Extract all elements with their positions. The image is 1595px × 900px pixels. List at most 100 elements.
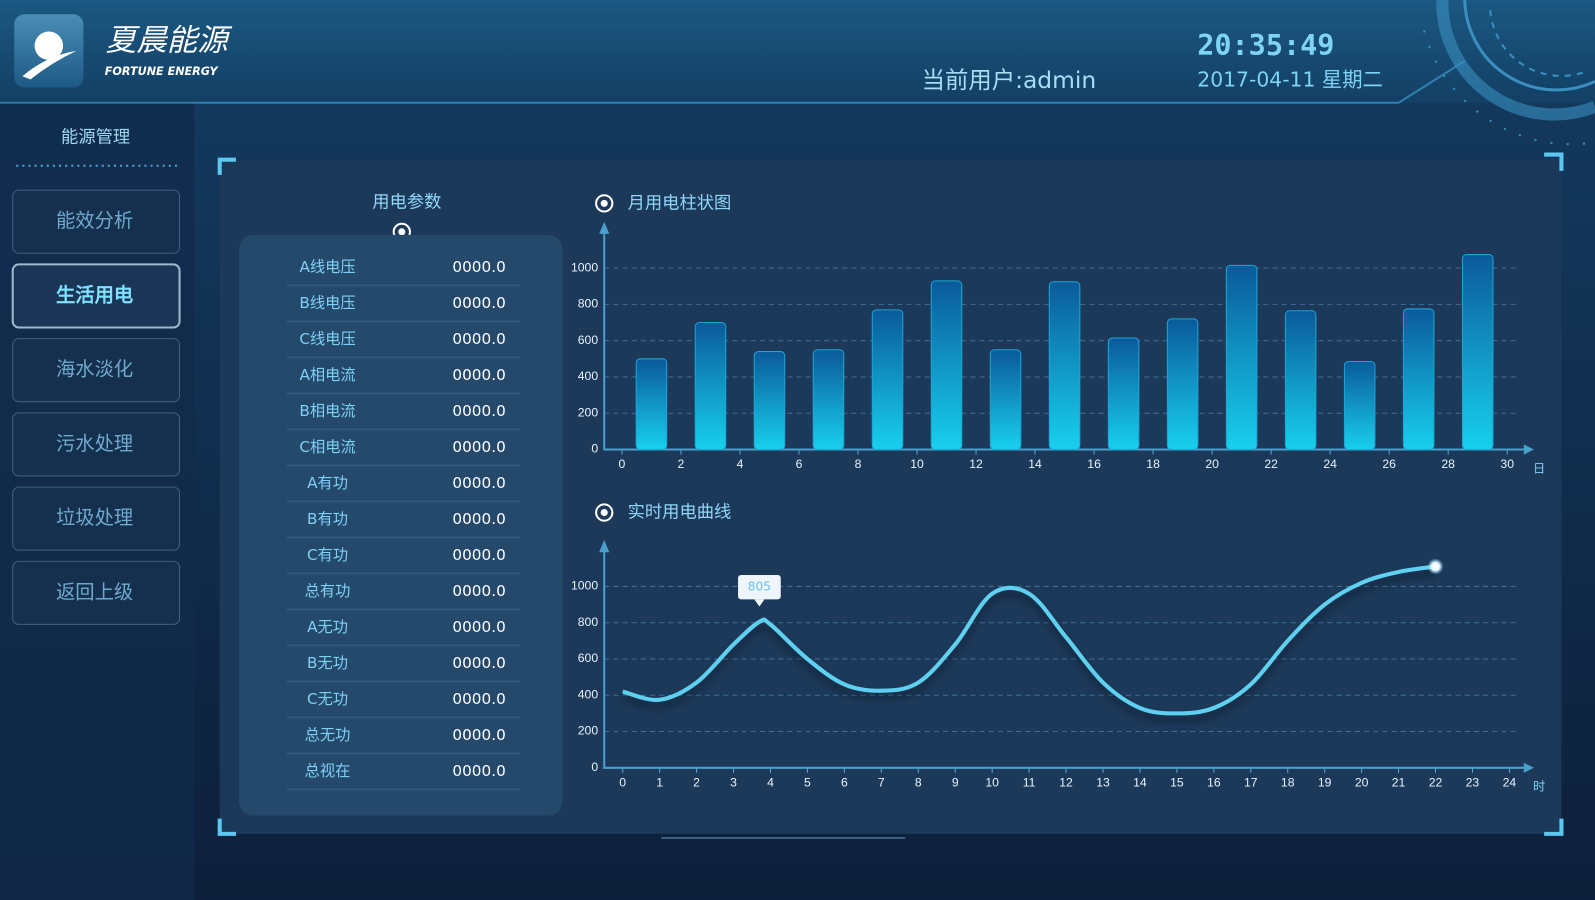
menu-item-label: 返回上级 bbox=[56, 580, 133, 603]
param-value: 0000.0 bbox=[452, 402, 505, 420]
bar bbox=[635, 358, 668, 451]
param-label: B有功 bbox=[307, 510, 348, 528]
y-tick-label: 600 bbox=[578, 333, 599, 347]
tooltip bbox=[738, 575, 781, 600]
menu-item[interactable] bbox=[12, 560, 181, 625]
param-label: C有功 bbox=[307, 546, 348, 564]
x-tick-label: 14 bbox=[1028, 457, 1042, 471]
gauge-decoration bbox=[1423, 0, 1595, 146]
x-tick-label: 18 bbox=[1146, 457, 1160, 471]
menu-item[interactable] bbox=[12, 486, 181, 551]
x-tick-label: 13 bbox=[1096, 775, 1110, 789]
bar bbox=[1402, 308, 1435, 450]
param-value: 0000.0 bbox=[452, 330, 505, 348]
y-arrow bbox=[599, 540, 610, 553]
param-label: B无功 bbox=[307, 654, 348, 672]
x-tick-label: 4 bbox=[767, 775, 774, 789]
param-label: A有功 bbox=[307, 474, 348, 492]
top-bar bbox=[0, 0, 1595, 103]
x-tick-label: 7 bbox=[878, 775, 885, 789]
x-axis-label: 时 bbox=[1533, 780, 1545, 794]
x-tick-label: 10 bbox=[985, 775, 999, 789]
x-tick-label: 12 bbox=[969, 457, 983, 471]
x-tick-label: 9 bbox=[952, 775, 959, 789]
x-tick-label: 0 bbox=[619, 775, 626, 789]
menu-item-label: 污水处理 bbox=[56, 432, 133, 455]
y-tick-label: 400 bbox=[578, 369, 599, 383]
x-tick-label: 10 bbox=[910, 457, 924, 471]
param-label: A相电流 bbox=[299, 366, 355, 384]
y-tick-label: 800 bbox=[578, 297, 599, 311]
chart-title: 月用电柱状图 bbox=[628, 193, 732, 213]
y-tick-label: 0 bbox=[591, 442, 598, 456]
x-tick-label: 14 bbox=[1133, 775, 1147, 789]
param-value: 0000.0 bbox=[452, 654, 505, 672]
bar bbox=[989, 349, 1022, 450]
params-title: 用电参数 bbox=[372, 192, 441, 212]
x-tick-label: 19 bbox=[1318, 775, 1332, 789]
menu-item[interactable] bbox=[12, 412, 181, 477]
sidebar-title: 能源管理 bbox=[61, 127, 130, 147]
params-icon-dot bbox=[398, 228, 406, 236]
x-tick-label: 22 bbox=[1264, 457, 1278, 471]
x-tick-label: 16 bbox=[1207, 775, 1221, 789]
logo-wave bbox=[22, 50, 77, 80]
chart-title: 实时用电曲线 bbox=[628, 503, 732, 523]
x-tick-label: 30 bbox=[1500, 457, 1514, 471]
x-tick-label: 6 bbox=[841, 775, 848, 789]
x-tick-label: 11 bbox=[1023, 775, 1036, 789]
param-value: 0000.0 bbox=[452, 366, 505, 384]
params-rows: A线电压 0000.0 B线电压 0000.0 C线电压 0000.0 A相电流 0000.0… bbox=[286, 258, 521, 790]
x-tick-label: 4 bbox=[737, 457, 744, 471]
bar bbox=[1343, 361, 1376, 450]
param-label: C线电压 bbox=[299, 330, 355, 348]
param-label: A线电压 bbox=[299, 258, 355, 276]
y-tick-label: 0 bbox=[591, 760, 598, 774]
y-tick-label: 800 bbox=[578, 615, 599, 629]
bar bbox=[812, 349, 845, 450]
x-tick-label: 24 bbox=[1323, 457, 1337, 471]
param-value: 0000.0 bbox=[452, 762, 505, 780]
x-tick-label: 6 bbox=[796, 457, 803, 471]
corner-brackets bbox=[217, 152, 1564, 836]
date: 2017-04-11 星期二 bbox=[1197, 67, 1383, 91]
param-value: 0000.0 bbox=[452, 726, 505, 744]
bar bbox=[930, 280, 963, 450]
x-tick-label: 12 bbox=[1059, 775, 1073, 789]
line bbox=[622, 564, 1436, 716]
y-tick-label: 200 bbox=[578, 405, 599, 419]
x-arrow bbox=[1523, 444, 1534, 455]
x-tick-label: 23 bbox=[1466, 775, 1480, 789]
brand-en: FORTUNE ENERGY bbox=[105, 65, 220, 78]
x-tick-label: 20 bbox=[1355, 775, 1369, 789]
params-table bbox=[239, 234, 563, 816]
x-tick-label: 28 bbox=[1441, 457, 1455, 471]
menu-item[interactable] bbox=[12, 189, 181, 254]
x-arrow bbox=[1523, 762, 1534, 773]
title-icon-dot bbox=[600, 199, 608, 207]
y-tick-label: 1000 bbox=[571, 260, 598, 274]
line-end bbox=[1427, 558, 1444, 575]
param-label: 总有功 bbox=[305, 582, 351, 600]
x-tick-label: 8 bbox=[855, 457, 862, 471]
param-value: 0000.0 bbox=[452, 582, 505, 600]
x-tick-label: 26 bbox=[1382, 457, 1396, 471]
menu-item[interactable] bbox=[12, 338, 181, 403]
title-icon bbox=[595, 503, 614, 522]
menu-item-label: 能效分析 bbox=[56, 209, 133, 232]
tooltip-value: 805 bbox=[748, 580, 771, 594]
param-label: A无功 bbox=[307, 618, 348, 636]
bar bbox=[1166, 318, 1199, 450]
current-user: 当前用户:admin bbox=[922, 66, 1097, 94]
x-tick-label: 8 bbox=[915, 775, 922, 789]
y-tick-label: 600 bbox=[578, 651, 599, 665]
x-tick-label: 2 bbox=[693, 775, 700, 789]
x-tick-label: 24 bbox=[1503, 775, 1517, 789]
x-axis-label: 日 bbox=[1533, 461, 1545, 475]
param-value: 0000.0 bbox=[452, 690, 505, 708]
y-arrow bbox=[599, 221, 610, 234]
menu-item[interactable] bbox=[11, 263, 181, 329]
